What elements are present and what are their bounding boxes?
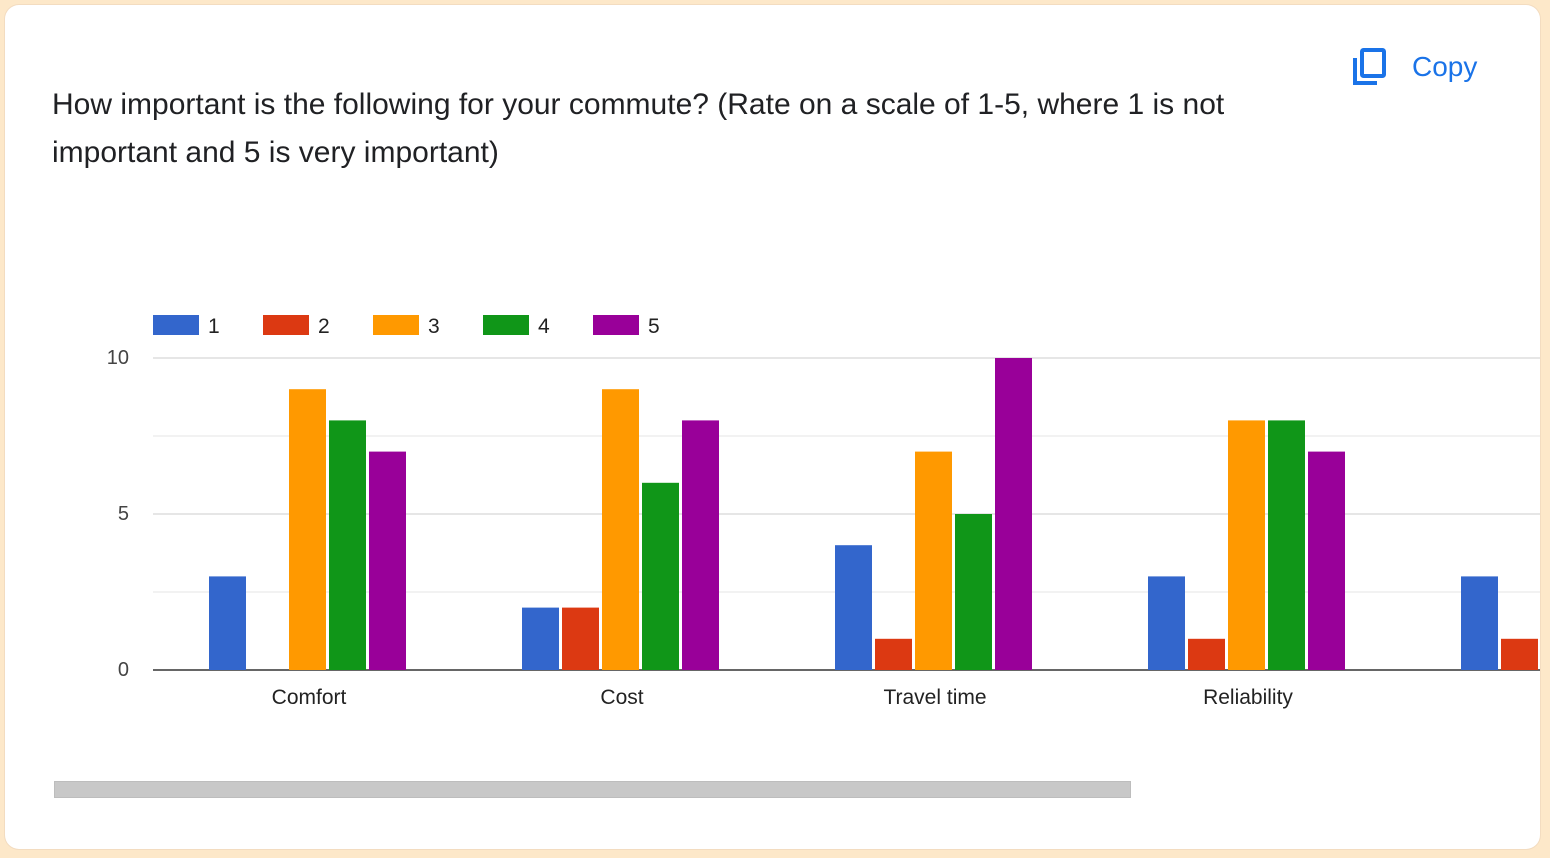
bar-Reliability-3: [1228, 420, 1265, 670]
copy-button-label: Copy: [1412, 51, 1478, 82]
legend-label-4: 4: [538, 315, 550, 338]
bar-Reliability-4: [1268, 420, 1305, 670]
legend-label-1: 1: [208, 315, 220, 338]
x-tick-label: Cost: [600, 686, 643, 709]
bar-Cost-4: [642, 482, 679, 670]
x-tick-label: Travel time: [883, 686, 986, 709]
bar-Cost-2: [562, 607, 599, 670]
legend-label-5: 5: [648, 315, 660, 338]
legend-swatch-2: [263, 315, 309, 335]
x-tick-label: Comfort: [272, 686, 347, 709]
bar-Travel time-1: [835, 545, 872, 670]
copy-button[interactable]: Copy: [1350, 43, 1477, 91]
x-tick-label: Reliability: [1203, 686, 1293, 709]
copy-icon: [1353, 48, 1386, 85]
bar-Reliability-5: [1308, 451, 1345, 670]
bar-Travel time-4: [955, 514, 992, 670]
legend-label-2: 2: [318, 315, 330, 338]
bar-Cost-5: [682, 420, 719, 670]
bar-Travel time-3: [915, 451, 952, 670]
bar-Comfort-4: [329, 420, 366, 670]
horizontal-scrollbar[interactable]: [54, 781, 1131, 798]
bar-Travel time-5: [995, 358, 1032, 670]
y-tick-label: 0: [118, 659, 129, 681]
bar-chart: 0 5 10 1 2 3 4 5 Comfort Cost Travel time Reliabili…: [107, 315, 1540, 709]
legend-swatch-4: [483, 315, 529, 335]
bar-Comfort-3: [289, 389, 326, 670]
y-tick-label: 5: [118, 503, 129, 525]
legend-swatch-3: [373, 315, 419, 335]
bar-Comfort-1: [209, 576, 246, 670]
chart-card: How important is the following for your …: [5, 5, 1540, 849]
bar-Reliability-1: [1148, 576, 1185, 670]
bar-Comfort-5: [369, 451, 406, 670]
bar-Travel time-2: [875, 638, 912, 670]
bar-category-4-1: [1461, 576, 1498, 670]
bar-category-4-2: [1501, 638, 1538, 670]
y-tick-label: 10: [107, 347, 129, 369]
legend-label-3: 3: [428, 315, 440, 338]
question-title: How important is the following for your …: [52, 88, 1225, 169]
bar-Cost-1: [522, 607, 559, 670]
bar-Reliability-2: [1188, 638, 1225, 670]
legend-swatch-1: [153, 315, 199, 335]
legend-swatch-5: [593, 315, 639, 335]
bar-Cost-3: [602, 389, 639, 670]
